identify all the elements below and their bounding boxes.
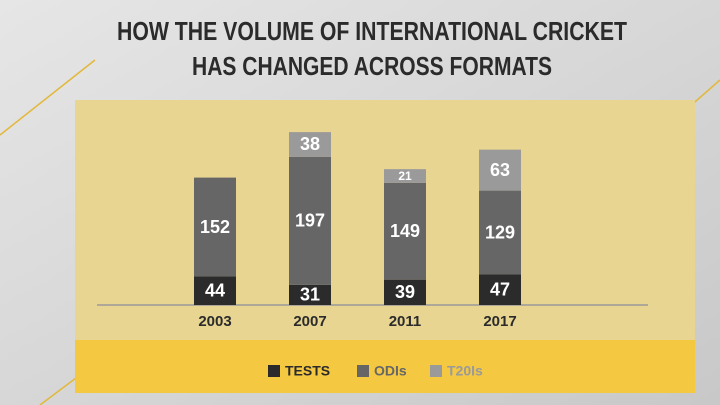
- chart-title: HAS CHANGED ACROSS FORMATS: [192, 51, 552, 81]
- legend-swatch: [430, 365, 442, 377]
- value-label: 47: [490, 279, 510, 299]
- value-label: 63: [490, 160, 510, 180]
- bar-segment: [289, 284, 331, 305]
- value-label: 21: [398, 169, 412, 183]
- value-label: 39: [395, 282, 415, 302]
- x-tick-label: 2011: [389, 313, 422, 330]
- value-label: 129: [485, 222, 515, 242]
- bar-segment: [384, 169, 426, 183]
- legend-label: TESTS: [285, 363, 330, 379]
- bar-segment: [479, 274, 521, 305]
- decor-line: [0, 59, 96, 136]
- bar-segment: [194, 276, 236, 305]
- legend-panel: [75, 340, 695, 393]
- x-tick-label: 2017: [483, 313, 516, 330]
- bar-segment: [479, 190, 521, 275]
- value-label: 197: [295, 211, 325, 231]
- bar-segment: [289, 132, 331, 157]
- bar-segment: [384, 182, 426, 280]
- value-label: 31: [300, 285, 320, 305]
- bar-segment: [384, 279, 426, 305]
- x-tick-label: 2007: [293, 313, 326, 330]
- bar-segment: [479, 149, 521, 191]
- x-tick-label: 2003: [198, 313, 231, 330]
- legend-swatch: [357, 365, 369, 377]
- value-label: 152: [200, 217, 230, 237]
- bar-segment: [194, 177, 236, 277]
- legend-label: ODIs: [374, 363, 407, 379]
- legend-label: T20Is: [447, 363, 483, 379]
- value-label: 38: [300, 134, 320, 154]
- bar-segment: [289, 156, 331, 285]
- value-label: 149: [390, 221, 420, 241]
- value-label: 44: [205, 280, 225, 300]
- legend-swatch: [268, 365, 280, 377]
- chart-title: HOW THE VOLUME OF INTERNATIONAL CRICKET: [117, 16, 627, 46]
